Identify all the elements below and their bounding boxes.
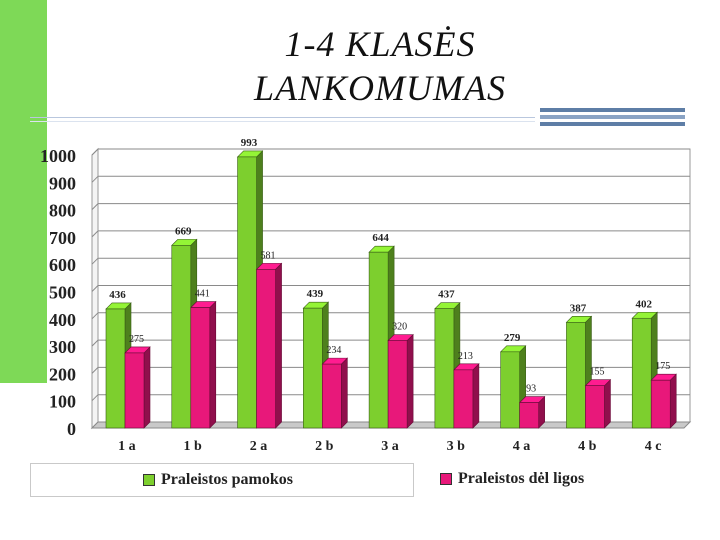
x-tick-label: 2 b [315,439,334,454]
legend-swatch-1 [143,474,155,486]
legend-item-2: Praleistos dėl ligos [440,470,584,488]
bar-praleistos-pamokos [434,301,461,429]
data-label: 234 [326,345,341,356]
data-label: 213 [458,351,473,362]
data-label: 581 [261,250,276,261]
y-tick-label: 1000 [40,146,76,166]
data-label: 441 [195,289,210,300]
legend-label-1: Praleistos pamokos [161,471,293,488]
legend-box: Praleistos pamokos [30,463,414,497]
bar-front [256,269,276,429]
bar-praleistos-del-ligos [650,373,677,429]
data-label: 439 [307,288,324,300]
y-tick-label: 400 [49,310,76,330]
data-label: 669 [175,225,192,237]
y-tick-label: 100 [49,392,76,412]
bar-front [453,369,474,429]
bar-praleistos-del-ligos [453,363,480,429]
bar-praleistos-del-ligos [124,346,151,429]
bar-front [303,307,323,429]
bar-front [105,308,126,429]
bar-front [124,352,145,429]
bar-front [368,251,389,429]
bar-praleistos-del-ligos [190,300,217,429]
data-label: 387 [570,302,587,314]
data-label: 320 [392,322,407,333]
y-tick-label: 0 [67,419,76,439]
legend-item-1: Praleistos pamokos [143,471,293,489]
y-tick-label: 800 [49,201,76,221]
y-tick-label: 600 [49,255,76,275]
bar-side [341,357,348,429]
bar-side [275,262,282,429]
y-tick-label: 900 [49,173,76,193]
bar-praleistos-del-ligos [584,378,612,429]
gridline-side [91,230,99,238]
data-label: 275 [129,334,144,345]
bar-front [322,363,342,429]
x-tick-label: 4 a [513,439,531,454]
gridline-side [91,367,99,374]
data-label: 279 [504,332,521,344]
title-line-1: 1-4 KLASĖS [284,24,476,64]
bar-side [604,378,611,429]
gridline-side [91,285,99,292]
accent-bar [0,0,47,383]
bar-side [143,346,151,429]
data-label: 436 [109,289,126,301]
gridline-side [91,339,99,347]
bar-front [190,307,211,429]
data-label: 93 [526,384,536,395]
bar-front [566,322,586,429]
bar-front [500,351,520,429]
title-line-2: LANKOMUMAS [254,68,506,108]
title-rule-light [30,121,535,122]
bar-front [585,385,605,429]
gridline-side [91,312,99,320]
bar-front [171,245,192,429]
bar-front [434,308,455,429]
x-tick-label: 1 b [184,439,203,454]
data-label: 993 [241,137,258,149]
data-label: 437 [438,289,455,301]
legend-label-2: Praleistos dėl ligos [458,470,585,487]
bar-side [669,373,677,429]
x-tick-label: 1 a [118,439,136,454]
title-rule [30,117,535,118]
bar-praleistos-del-ligos [518,395,546,429]
x-tick-label: 4 c [645,439,662,454]
slide-title: 1-4 KLASĖS LANKOMUMAS [200,22,560,110]
x-tick-label: 3 a [381,439,399,454]
bar-side [472,363,480,429]
bar-front [237,156,257,429]
data-label: 175 [655,361,670,372]
bar-praleistos-del-ligos [321,357,349,429]
bar-front [650,379,671,429]
gridline-side [91,203,99,210]
bar-front [631,317,652,429]
data-label: 155 [589,367,604,378]
y-tick-label: 200 [49,364,76,384]
data-label: 402 [635,298,652,310]
decorative-lines [540,108,685,129]
bar-praleistos-del-ligos [255,262,283,429]
x-tick-label: 4 b [578,439,597,454]
bar-side [406,333,414,429]
data-label: 644 [372,232,389,244]
y-tick-label: 700 [49,228,76,248]
x-tick-label: 2 a [250,439,268,454]
gridline-side [91,148,99,156]
x-tick-label: 3 b [447,439,466,454]
gridline-side [91,175,99,183]
bar-side [209,300,217,429]
bar-praleistos-del-ligos [387,333,414,429]
bar-front [387,340,408,429]
gridline-side [91,257,99,265]
y-tick-label: 500 [49,283,76,303]
y-tick-label: 300 [49,337,76,357]
legend-swatch-2 [440,473,452,485]
gridline-side [91,394,99,402]
bar-front [519,402,539,429]
